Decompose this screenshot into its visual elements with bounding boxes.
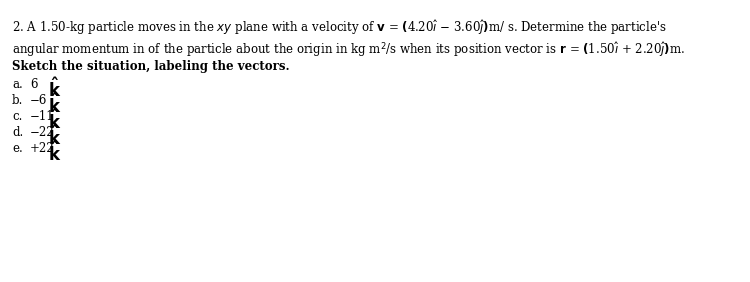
Text: −11: −11 xyxy=(30,110,55,123)
Text: −22: −22 xyxy=(30,126,55,139)
Text: $\mathbf{\hat{k}}$: $\mathbf{\hat{k}}$ xyxy=(48,93,62,116)
Text: −6: −6 xyxy=(30,94,47,107)
Text: 2. A 1.50-kg particle moves in the $xy$ plane with a velocity of $\mathbf{v}$ = : 2. A 1.50-kg particle moves in the $xy$ … xyxy=(12,18,667,37)
Text: Sketch the situation, labeling the vectors.: Sketch the situation, labeling the vecto… xyxy=(12,60,290,73)
Text: $\mathbf{\hat{k}}$: $\mathbf{\hat{k}}$ xyxy=(48,77,62,101)
Text: b.: b. xyxy=(12,94,23,107)
Text: +22: +22 xyxy=(30,142,55,155)
Text: $\mathbf{\hat{k}}$: $\mathbf{\hat{k}}$ xyxy=(48,109,62,133)
Text: a.: a. xyxy=(12,78,22,91)
Text: e.: e. xyxy=(12,142,22,155)
Text: 6: 6 xyxy=(30,78,38,91)
Text: $\mathbf{\hat{k}}$: $\mathbf{\hat{k}}$ xyxy=(48,141,62,165)
Text: d.: d. xyxy=(12,126,23,139)
Text: angular momentum in of the particle about the origin in kg m$^2$/s when its posi: angular momentum in of the particle abou… xyxy=(12,40,685,59)
Text: $\mathbf{\hat{k}}$: $\mathbf{\hat{k}}$ xyxy=(48,125,62,149)
Text: c.: c. xyxy=(12,110,22,123)
